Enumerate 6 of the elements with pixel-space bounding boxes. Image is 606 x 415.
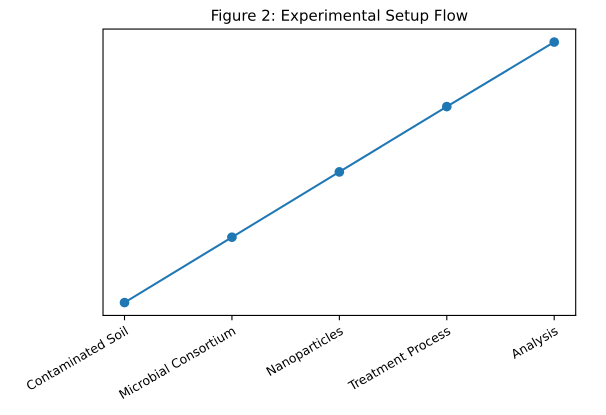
point: [549, 37, 560, 47]
point: [227, 232, 237, 242]
point: [120, 298, 130, 308]
point: [334, 167, 344, 177]
chart-title: Figure 2: Experimental Setup Flow: [212, 9, 468, 24]
point: [442, 102, 452, 112]
